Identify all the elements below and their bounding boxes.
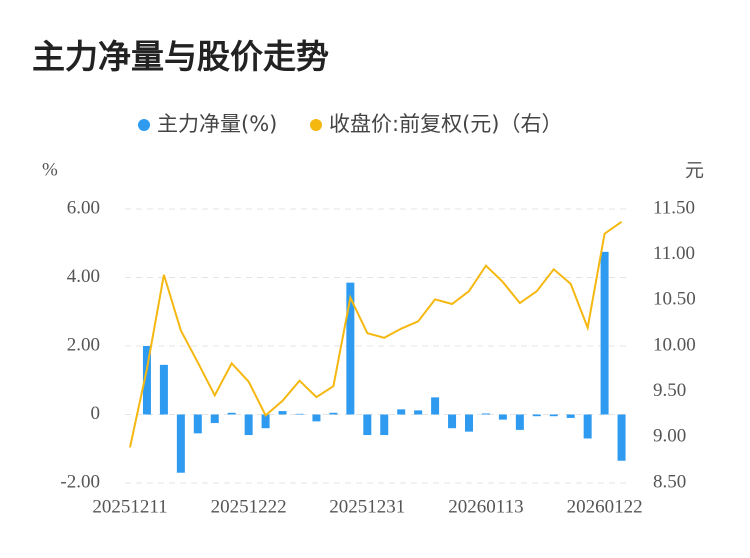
bar — [363, 414, 372, 436]
bar — [481, 413, 490, 415]
y-tick-label: -2.00 — [60, 471, 100, 492]
bar — [227, 412, 236, 415]
bar — [159, 364, 168, 415]
bar — [329, 412, 338, 415]
price-line — [129, 220, 623, 448]
legend-label: 收盘价:前复权(元)（右） — [329, 112, 562, 136]
bar — [600, 251, 609, 415]
bar — [210, 414, 219, 424]
y2-tick-label: 11.00 — [653, 243, 695, 264]
legend-marker — [138, 119, 150, 131]
x-tick-label: 20251231 — [329, 496, 405, 517]
bar — [515, 414, 524, 430]
bar — [431, 397, 440, 415]
bar — [244, 414, 253, 436]
bar — [312, 414, 321, 422]
bar — [566, 414, 575, 418]
bar — [278, 411, 287, 415]
x-tick-label: 20260113 — [448, 496, 523, 517]
y2-tick-label: 8.50 — [653, 471, 686, 492]
y2-axis-label: 元 — [685, 160, 704, 182]
y-tick-label: 6.00 — [67, 197, 100, 218]
bar — [617, 414, 626, 461]
chart-title: 主力净量与股价走势 — [32, 37, 329, 76]
y2-tick-label: 10.00 — [653, 334, 696, 355]
y2-tick-label: 10.50 — [653, 289, 696, 310]
bar — [295, 413, 304, 415]
y-tick-label: 0 — [91, 403, 101, 424]
bar — [397, 409, 406, 415]
bar — [380, 414, 389, 436]
legend-marker — [310, 119, 322, 131]
bar — [176, 414, 185, 473]
bar — [346, 282, 355, 415]
bar — [465, 414, 473, 432]
bar — [448, 414, 457, 429]
bar — [583, 414, 592, 439]
x-tick-label: 20260122 — [567, 496, 643, 517]
y2-tick-label: 11.50 — [653, 197, 695, 218]
legend-label: 主力净量(%) — [157, 112, 277, 136]
y2-tick-label: 9.00 — [653, 426, 686, 447]
bar — [193, 414, 202, 434]
x-tick-label: 20251211 — [92, 496, 167, 517]
bar — [498, 414, 507, 420]
y-axis-label: % — [42, 159, 58, 180]
bar — [414, 410, 423, 415]
y-tick-label: 2.00 — [67, 334, 100, 355]
bar — [532, 414, 541, 417]
bar — [261, 414, 270, 429]
y2-tick-label: 9.50 — [653, 380, 686, 401]
y-tick-label: 4.00 — [67, 266, 100, 287]
x-tick-label: 20251222 — [211, 496, 287, 517]
bar — [549, 414, 558, 417]
bar — [142, 346, 151, 415]
